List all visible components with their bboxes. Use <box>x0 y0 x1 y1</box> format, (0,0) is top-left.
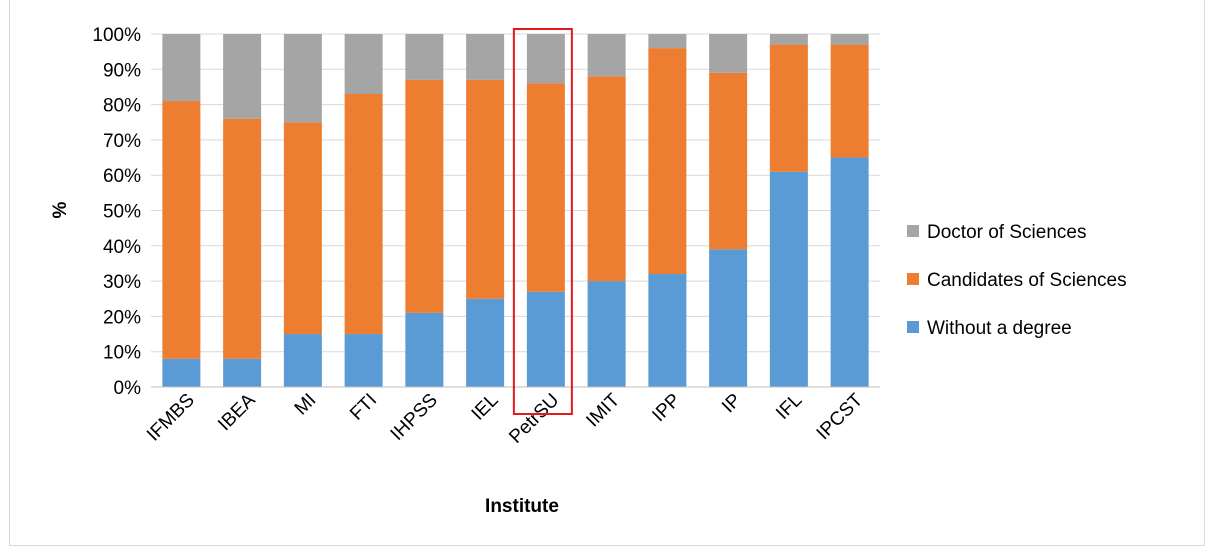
x-tick-label: IPP <box>648 390 685 427</box>
bar-segment <box>405 34 444 80</box>
bar-segment <box>709 34 748 73</box>
x-tick-label: IEL <box>468 390 503 425</box>
bar-segment <box>587 34 626 77</box>
bar-segment <box>709 249 748 387</box>
x-tick-label: IFL <box>772 390 806 424</box>
bar-segment <box>830 34 869 45</box>
y-axis-title: % <box>50 201 71 218</box>
x-tick-label: IFMBS <box>143 390 199 446</box>
bar-segment <box>283 334 322 387</box>
bar-segment <box>526 83 565 292</box>
y-tick-label: 40% <box>103 237 141 258</box>
x-tick-label: IMIT <box>582 389 624 431</box>
y-tick-label: 100% <box>92 25 141 46</box>
bar-segment <box>344 34 383 95</box>
bar-segment <box>830 157 869 387</box>
y-axis-ticks: 0% 10% 20% 30% 40% 50% 60% 70% 80% 90% 100% <box>92 25 141 399</box>
x-tick-label: MI <box>291 390 321 420</box>
bar-segment <box>648 48 687 275</box>
x-tick-label: IBEA <box>214 389 260 435</box>
bar-segment <box>587 281 626 387</box>
y-tick-label: 50% <box>103 202 141 223</box>
bar-segment <box>344 94 383 335</box>
legend-label: Without a degree <box>927 318 1072 339</box>
bar-segment <box>466 34 505 80</box>
legend: Doctor of Sciences Candidates of Sciences… <box>907 222 1127 339</box>
legend-swatch <box>907 321 919 333</box>
y-tick-label: 10% <box>103 343 141 364</box>
bar-segment <box>162 34 201 102</box>
x-tick-label: IP <box>718 390 746 418</box>
legend-swatch <box>907 273 919 285</box>
y-tick-label: 0% <box>114 378 142 399</box>
x-axis-ticks: IFMBS IBEA MI FTI IHPSS IEL PetrSU IMIT IPP IP IFL… <box>143 389 867 447</box>
bar-segment <box>769 171 808 387</box>
x-tick-label: IHPSS <box>387 390 442 445</box>
bar-segment <box>405 79 444 313</box>
bar-segment <box>587 76 626 282</box>
x-tick-label: FTI <box>346 390 381 425</box>
bar-segment <box>830 44 869 158</box>
bar-segment <box>162 358 201 387</box>
bar-segment <box>223 34 262 119</box>
bar-segment <box>466 79 505 299</box>
bar-segment <box>283 34 322 123</box>
legend-label: Candidates of Sciences <box>927 270 1127 291</box>
bar-segment <box>526 34 565 84</box>
bar-segment <box>769 44 808 172</box>
bar-segment <box>648 34 687 49</box>
bar-segment <box>405 312 444 387</box>
chart-frame <box>9 0 1205 546</box>
bar-segment <box>344 334 383 387</box>
y-tick-label: 90% <box>103 60 141 81</box>
highlight-box <box>512 28 573 415</box>
bars <box>162 34 869 387</box>
gridlines <box>151 33 880 353</box>
y-tick-label: 80% <box>103 96 141 117</box>
y-tick-label: 70% <box>103 131 141 152</box>
bar-segment <box>769 34 808 45</box>
legend-label: Doctor of Sciences <box>927 222 1086 243</box>
y-tick-label: 60% <box>103 166 141 187</box>
bar-segment <box>466 298 505 387</box>
bar-segment <box>283 122 322 335</box>
bar-segment <box>223 358 262 387</box>
bar-segment <box>162 101 201 359</box>
bar-segment <box>526 291 565 387</box>
y-tick-label: 20% <box>103 307 141 328</box>
x-axis-title: Institute <box>485 496 559 517</box>
bar-segment <box>223 118 262 359</box>
bar-segment <box>709 72 748 250</box>
bar-segment <box>648 274 687 387</box>
legend-swatch <box>907 225 919 237</box>
y-tick-label: 30% <box>103 272 141 293</box>
x-tick-label: IPCST <box>813 389 868 444</box>
